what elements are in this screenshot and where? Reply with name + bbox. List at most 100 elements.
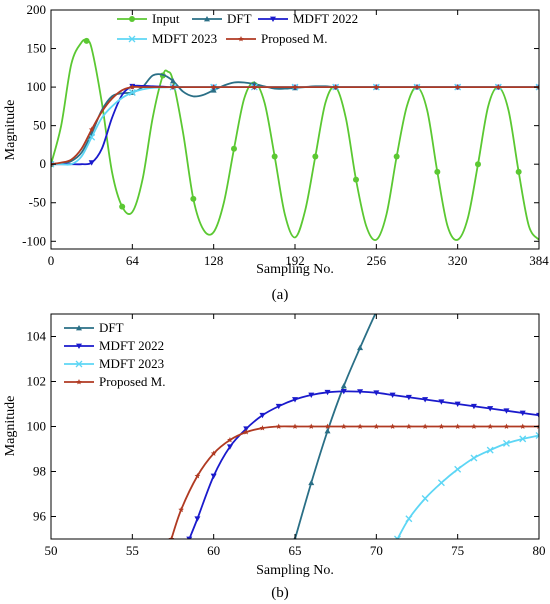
- panel-b-point-proposed-m: [503, 423, 510, 429]
- panel-a-point-input: [83, 37, 90, 44]
- panel-a-ytick-label: 150: [27, 41, 47, 56]
- panel-a-ytick-label: 0: [40, 156, 47, 171]
- panel-b-series-mdft-2022: [186, 389, 539, 539]
- panel-b-xtick-label: 50: [45, 543, 58, 558]
- panel-b-point-proposed-m: [194, 473, 201, 479]
- panel-b-xtick-label: 55: [126, 543, 139, 558]
- panel-b-point-mdft-2023: [470, 454, 478, 462]
- panel-a-xtick-label: 384: [529, 253, 549, 268]
- panel-a-series-proposed-m: [51, 84, 539, 167]
- panel-a-point-input: [353, 176, 359, 183]
- panel-b-point-mdft-2023: [421, 495, 429, 502]
- panel-a-legend-marker: [270, 16, 276, 22]
- panel-a-point-proposed-m: [373, 84, 380, 90]
- panel-b-point-dft: [357, 344, 364, 351]
- panel-b-point-proposed-m: [340, 423, 347, 429]
- panel-a-legend-label: Input: [152, 11, 180, 26]
- panel-a-point-input: [271, 153, 278, 160]
- panel-a-legend-label: MDFT 2023: [152, 31, 217, 46]
- panel-b-point-proposed-m: [178, 506, 184, 513]
- panel-b-point-dft: [308, 479, 315, 486]
- panel-a-legend-label: DFT: [227, 11, 252, 26]
- panel-b-series-proposed-m: [168, 423, 539, 539]
- panel-a-xtick-label: 320: [448, 253, 468, 268]
- panel-b-point-proposed-m: [454, 423, 461, 429]
- panel-a-xtick-label: 256: [367, 253, 387, 268]
- panel-b-xlabel: Sampling No.: [256, 563, 334, 578]
- panel-b-point-mdft-2022: [373, 390, 380, 396]
- panel-b-point-mdft-2022: [454, 401, 461, 407]
- panel-b-point-mdft-2022: [194, 516, 201, 522]
- panel-b-ytick-label: 100: [27, 419, 47, 434]
- panel-b-ytick-label: 102: [27, 374, 47, 389]
- panel-b-point-dft: [390, 277, 396, 282]
- panel-b-point-mdft-2022: [519, 410, 526, 416]
- panel-b-point-mdft-2022: [259, 412, 266, 419]
- panel-b-point-mdft-2022: [536, 412, 539, 419]
- panel-b-xtick-label: 70: [370, 543, 383, 558]
- panel-b-point-mdft-2023: [454, 465, 462, 473]
- panel-b-point-proposed-m: [519, 423, 526, 429]
- panel-b-point-proposed-m: [308, 423, 315, 429]
- panel-b-point-proposed-m: [406, 423, 412, 429]
- panel-b-point-proposed-m: [487, 423, 494, 429]
- panel-b-point-mdft-2022: [226, 444, 233, 450]
- panel-a-point-input: [119, 203, 126, 210]
- panel-a-point-proposed-m: [454, 84, 461, 90]
- panel-a-xtick-label: 192: [285, 253, 305, 268]
- panel-b-point-mdft-2022: [275, 403, 282, 410]
- panel-a-plot-area: [51, 37, 539, 241]
- panel-b-line-mdft-2023: [396, 434, 539, 539]
- panel-a-ytick-label: -50: [29, 195, 46, 210]
- panel-b-point-proposed-m: [471, 423, 477, 429]
- panel-b-point-mdft-2022: [503, 408, 510, 414]
- panel-b-point-dft: [373, 314, 380, 315]
- panel-a-ticks: 0 64 128 192 256 320 384 -100 -50 0 50 100 150 200: [22, 2, 549, 268]
- panel-b-xtick-label: 75: [451, 543, 464, 558]
- panel-a-point-proposed-m: [251, 84, 258, 90]
- panel-a-ytick-label: 50: [33, 118, 46, 133]
- panel-b-legend-item-mdft-2023: MDFT 2023: [64, 356, 164, 371]
- panel-a-point-mdft-2023: [128, 89, 136, 96]
- panel-a-point-input: [515, 168, 522, 175]
- panel-a-line-input: [51, 38, 539, 241]
- panel-a-series-mdft-2022: [51, 83, 539, 168]
- panel-b-point-proposed-m: [438, 423, 445, 429]
- panel-b-legend-label: Proposed M.: [99, 374, 165, 389]
- panel-b-point-proposed-m: [243, 429, 250, 435]
- panel-b-point-proposed-m: [210, 450, 217, 456]
- panel-b-point-proposed-m: [324, 423, 331, 429]
- panel-a-series-input: [51, 37, 539, 241]
- panel-b-legend-item-proposed-m: Proposed M.: [64, 374, 165, 389]
- panel-b-ylabel: Magnitude: [3, 396, 18, 457]
- panel-b-plot-area: [168, 277, 539, 539]
- panel-b-series-dft: [293, 277, 396, 539]
- panel-b-point-dft: [324, 428, 331, 434]
- panel-a-point-proposed-m: [292, 84, 298, 90]
- panel-b-legend-marker: [76, 343, 82, 349]
- panel-b: 50 55 60 65 70 75 80 96 98 100 102 104 Sampling No.…: [3, 277, 546, 601]
- panel-a-legend-marker: [128, 35, 136, 43]
- panel-a-point-mdft-2023: [51, 160, 55, 168]
- panel-b-point-mdft-2022: [422, 397, 429, 403]
- panel-b-point-mdft-2023: [503, 439, 510, 447]
- panel-a-point-proposed-m: [129, 84, 136, 90]
- panel-b-point-mdft-2023: [437, 479, 445, 487]
- panel-b-legend-label: DFT: [99, 320, 124, 335]
- panel-b-line-proposed-m: [170, 425, 539, 539]
- panel-a-point-proposed-m: [332, 84, 339, 90]
- panel-a-point-dft: [170, 77, 176, 84]
- panel-b-point-mdft-2023: [519, 435, 527, 443]
- panel-a-line-mdft-2023: [51, 86, 539, 166]
- panel-a-point-input: [393, 153, 400, 160]
- panel-b-point-mdft-2023: [394, 535, 401, 539]
- panel-a-legend-item-input: Input: [117, 11, 180, 26]
- panel-b-point-proposed-m: [357, 423, 363, 429]
- panel-b-ytick-label: 104: [27, 329, 47, 344]
- panel-a-legend-marker: [204, 16, 210, 22]
- panel-a-point-input: [190, 195, 197, 202]
- panel-b-legend-label: MDFT 2023: [99, 356, 164, 371]
- panel-b-point-mdft-2022: [210, 473, 217, 479]
- panel-a-xtick-label: 64: [126, 253, 140, 268]
